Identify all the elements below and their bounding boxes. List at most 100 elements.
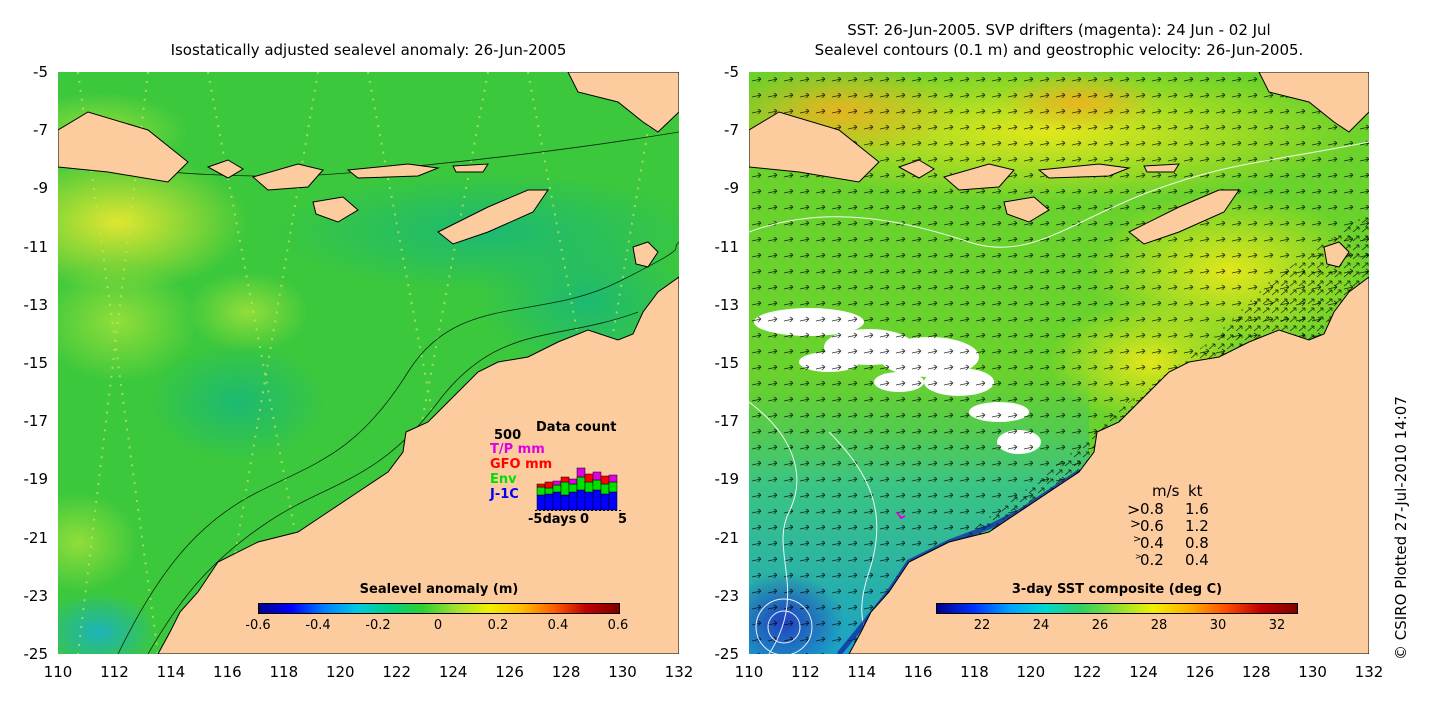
left-lon-tick-3: 116: [213, 663, 242, 681]
right-lon-tick-9: 128: [1241, 663, 1271, 681]
velocity-header-ms: m/s: [1152, 482, 1180, 500]
sst-colorbar-tick-5: 32: [1268, 618, 1286, 633]
timor-right: [1128, 189, 1240, 245]
sla-colorbar-tick-5: 0.4: [547, 618, 569, 633]
right-lat-tick-8: -21: [714, 528, 740, 547]
timor-laut-right: [1323, 241, 1350, 268]
sst-colorbar-title: 3-day SST composite (deg C): [1011, 582, 1223, 597]
flores-left: [346, 163, 440, 179]
left-lon-tick-10: 130: [608, 663, 637, 681]
left-map-title: Isostatically adjusted sealevel anomaly:…: [170, 41, 567, 59]
data-count-max: 500: [494, 428, 522, 443]
sla-colorbar-tick-3: 0: [433, 618, 443, 633]
left-lon-tick-11: 132: [664, 663, 694, 681]
velocity-kt-2: 0.8: [1185, 534, 1209, 552]
sla-colorbar-tick-6: 0.6: [607, 618, 629, 633]
right-lon-tick-1: 112: [791, 663, 820, 681]
right-lat-tick-9: -23: [714, 586, 740, 605]
left-lat-tick-9: -23: [23, 586, 49, 605]
right-lon-tick-11: 132: [1354, 663, 1384, 681]
velocity-ms-1: 0.6: [1140, 517, 1164, 535]
right-lat-tick-1: -7: [724, 121, 739, 140]
right-lon-tick-6: 122: [1072, 663, 1102, 681]
australia-land-left: [157, 276, 679, 654]
legend-gfo: GFO mm: [490, 457, 553, 472]
left-lat-tick-0: -5: [33, 63, 48, 81]
legend-tp: T/P mm: [490, 442, 545, 457]
left-lon-tick-1: 112: [100, 663, 129, 681]
velocity-kt-0: 1.6: [1185, 500, 1209, 518]
sla-colorbar-tick-2: -0.2: [365, 618, 391, 633]
java-island-right: [749, 111, 880, 183]
sst-map: [749, 72, 1369, 654]
left-lon-tick-2: 114: [156, 663, 186, 681]
sst-colorbar-tick-0: 22: [973, 618, 991, 633]
copyright-notice: © CSIRO Plotted 27-Jul-2010 14:07: [1392, 396, 1410, 660]
left-lat-tick-2: -9: [33, 179, 48, 198]
velocity-legend: m/s kt > 0.8 1.6 > 0.6 1.2 > 0.4 0.8 > 0…: [1125, 482, 1235, 569]
sla-colorbar-tick-1: -0.4: [305, 618, 331, 633]
right-lon-tick-10: 130: [1298, 663, 1327, 681]
sst-colorbar-tick-1: 24: [1032, 618, 1050, 633]
sla-colorbar-tick-4: 0.2: [487, 618, 509, 633]
sumbawa-right: [942, 163, 1015, 191]
velocity-arrow-3-icon: >: [1135, 552, 1142, 561]
right-lon-tick-7: 124: [1129, 663, 1158, 681]
left-lat-tick-8: -21: [23, 528, 49, 547]
australia-land-right: [848, 276, 1369, 654]
java-island-left: [58, 111, 189, 183]
sulawesi-edge-left: [567, 72, 679, 133]
right-lon-tick-5: 120: [1016, 663, 1046, 681]
bali-lombok-left: [206, 159, 244, 179]
sla-colorbar-title: Sealevel anomaly (m): [359, 582, 519, 597]
sumba-left: [312, 196, 359, 223]
left-lon-tick-8: 126: [495, 663, 524, 681]
sst-colorbar-tick-2: 26: [1091, 618, 1109, 633]
legend-env: Env: [490, 472, 517, 487]
sla-colorbar: [258, 603, 620, 614]
velocity-arrow-0-icon: >: [1127, 500, 1141, 519]
timor-laut-left: [632, 241, 659, 268]
left-lon-tick-7: 124: [438, 663, 468, 681]
legend-j1c: J-1C: [490, 487, 519, 502]
flores-right: [1037, 163, 1131, 179]
histogram-xlabel-mid: 0: [580, 512, 590, 527]
data-count-title: Data count: [536, 420, 617, 435]
velocity-arrow-2-icon: >: [1133, 534, 1142, 545]
right-lat-tick-4: -13: [714, 295, 740, 314]
left-lon-tick-4: 118: [269, 663, 299, 681]
right-lat-tick-10: -25: [714, 645, 740, 663]
left-lon-tick-9: 128: [551, 663, 581, 681]
left-lon-tick-0: 110: [43, 663, 73, 681]
velocity-arrow-1-icon: >: [1130, 517, 1141, 532]
right-lon-tick-8: 126: [1185, 663, 1215, 681]
left-lat-tick-3: -11: [23, 237, 49, 256]
histogram-xlabel-start: -5days: [528, 512, 577, 527]
alor-left: [452, 163, 489, 173]
right-lon-tick-2: 114: [847, 663, 877, 681]
left-lat-tick-4: -13: [23, 295, 49, 314]
left-lon-tick-5: 120: [325, 663, 355, 681]
sst-colorbar-tick-4: 30: [1209, 618, 1227, 633]
sumbawa-left: [251, 163, 324, 191]
right-lat-tick-5: -15: [714, 354, 740, 372]
histogram-xlabel-end: 5: [618, 512, 628, 527]
bali-lombok-right: [897, 159, 935, 179]
svp-drifter-track: [896, 511, 906, 520]
left-lat-tick-1: -7: [33, 121, 48, 140]
sulawesi-edge-right: [1258, 72, 1369, 133]
right-lon-tick-0: 110: [734, 663, 764, 681]
sst-colorbar-tick-3: 28: [1150, 618, 1168, 633]
velocity-ms-3: 0.2: [1140, 551, 1164, 569]
alor-right: [1143, 163, 1180, 173]
velocity-ms-0: 0.8: [1140, 500, 1164, 518]
velocity-ms-2: 0.4: [1140, 534, 1164, 552]
sla-colorbar-tick-0: -0.6: [245, 618, 271, 633]
histogram-bars: [536, 467, 618, 511]
timor-left: [437, 189, 549, 245]
right-lat-tick-2: -9: [724, 179, 739, 198]
left-lat-tick-5: -15: [23, 354, 49, 372]
left-lat-tick-10: -25: [23, 645, 49, 663]
sealevel-anomaly-map: [58, 72, 679, 654]
velocity-kt-1: 1.2: [1185, 517, 1209, 535]
